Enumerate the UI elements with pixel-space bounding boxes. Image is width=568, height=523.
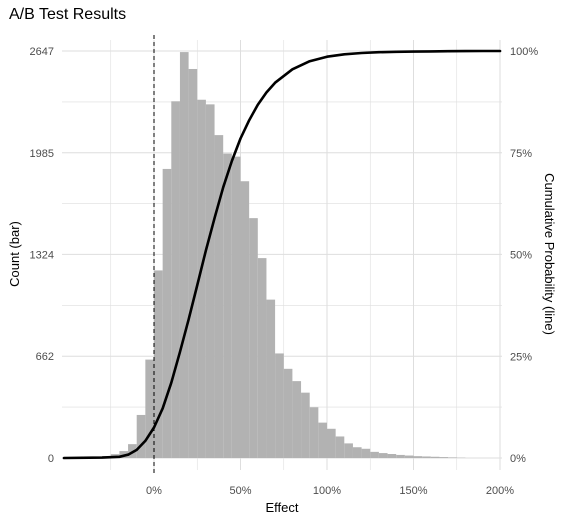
histogram-bar: [266, 299, 276, 458]
histogram-bar: [327, 428, 336, 458]
x-tick-label: 150%: [399, 485, 427, 497]
cumulative-line-layer: [62, 49, 502, 460]
chart-title: A/B Test Results: [9, 6, 127, 23]
histogram-bar: [439, 457, 449, 458]
histogram-bar: [231, 156, 241, 458]
histogram-bar: [249, 218, 258, 458]
histogram-bar: [223, 153, 232, 458]
histogram-bar: [283, 368, 293, 458]
histogram-bar: [136, 414, 146, 458]
x-tick-label: 50%: [229, 485, 251, 497]
histogram-bar: [404, 455, 414, 458]
y-tick-label: 0: [48, 453, 54, 465]
histogram-bar: [205, 104, 215, 458]
histogram-bar: [318, 422, 327, 458]
histogram-bar: [309, 407, 319, 458]
y2-tick-label: 75%: [510, 148, 532, 160]
y-tick-label: 662: [36, 351, 54, 363]
x-tick-label: 200%: [486, 485, 514, 497]
histogram-bar: [154, 270, 163, 458]
x-axis-title: Effect: [265, 500, 298, 515]
axes: 0% 50% 100% 150% 200% 0 662 1324 1985 2647 0% 25% 50…: [30, 46, 539, 497]
histogram-bar: [214, 135, 224, 459]
histogram-bar: [361, 448, 371, 458]
cumulative-line: [62, 49, 502, 460]
histogram-bar: [197, 99, 206, 459]
histogram-bar: [387, 454, 397, 458]
histogram-bar: [162, 168, 172, 458]
x-tick-label: 100%: [313, 485, 341, 497]
y2-tick-label: 50%: [510, 250, 532, 262]
y-tick-label: 1324: [30, 249, 54, 261]
histogram-bar: [275, 353, 284, 458]
histogram-bar: [188, 68, 198, 458]
histogram-bar: [448, 457, 457, 458]
histogram-bars: [93, 52, 466, 459]
histogram-bar: [145, 359, 154, 458]
histogram-bar: [430, 456, 440, 458]
histogram-bar: [171, 101, 180, 459]
histogram-bar: [179, 52, 189, 458]
histogram-bar: [396, 454, 405, 458]
histogram-bar: [352, 447, 362, 458]
x-tick-label: 0%: [146, 485, 162, 497]
histogram-bar: [370, 451, 379, 458]
y-tick-label: 1985: [30, 148, 54, 160]
y2-tick-label: 0%: [510, 453, 526, 465]
histogram-bar: [378, 453, 388, 458]
y2-axis-title: Cumulative Probability (line): [542, 173, 557, 335]
histogram-bar: [335, 436, 345, 458]
histogram-bar: [257, 258, 267, 458]
histogram-bar: [344, 443, 353, 458]
histogram-bar: [240, 181, 250, 458]
histogram-bar: [301, 392, 310, 458]
y2-tick-label: 100%: [510, 46, 538, 58]
histogram-bar: [422, 456, 431, 458]
y2-tick-label: 25%: [510, 351, 532, 363]
y-axis-title: Count (bar): [7, 221, 22, 287]
histogram-bar: [292, 381, 302, 458]
histogram-bar: [413, 456, 423, 458]
y-tick-label: 2647: [30, 46, 54, 58]
